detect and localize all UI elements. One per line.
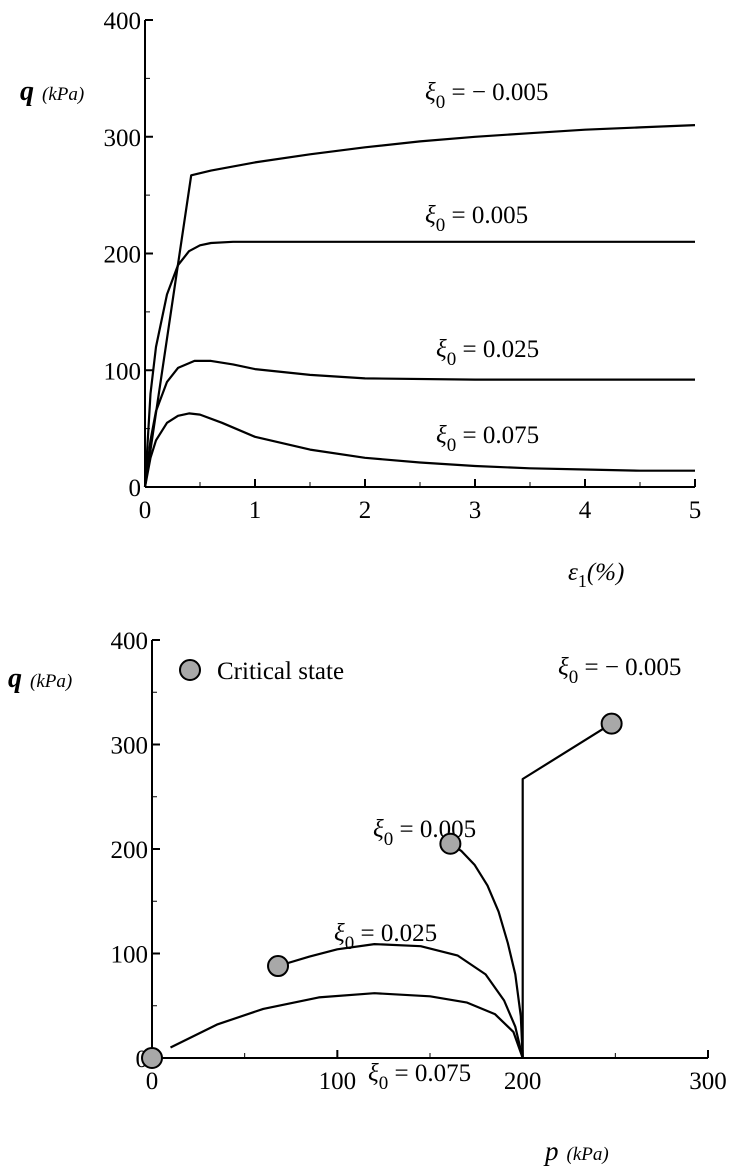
x-axis-label: p (kPa) [543, 1136, 609, 1166]
series-label: ξ0 = 0.025 [436, 336, 539, 370]
x-tick-label: 200 [504, 1068, 542, 1095]
legend-label: Critical state [217, 658, 344, 685]
legend-marker [179, 659, 201, 681]
x-axis-label: ε1(%) [568, 559, 624, 591]
series-line-4 [143, 412, 695, 488]
x-tick-label: 2 [359, 497, 372, 524]
series-label: ξ0 = − 0.005 [558, 654, 681, 688]
series-line-3 [143, 359, 695, 488]
x-tick-label: 0 [146, 1068, 159, 1095]
y-tick-label: 400 [111, 628, 149, 655]
x-tick-label: 4 [579, 497, 592, 524]
series-line-3 [277, 943, 524, 1059]
series-line-2 [143, 240, 695, 488]
y-tick-label: 200 [104, 242, 142, 269]
series-label: ξ0 = 0.075 [368, 1060, 471, 1094]
y-tick-label: 300 [111, 733, 149, 760]
y-tick-label: 100 [111, 942, 149, 969]
series-line-1 [521, 722, 613, 1058]
y-axis-label: q (kPa) [20, 76, 84, 107]
critical-state-point [267, 955, 290, 978]
series-line-1 [143, 124, 696, 488]
series-label: ξ0 = 0.075 [436, 422, 539, 456]
x-tick-label: 5 [689, 497, 702, 524]
critical-state-point [600, 712, 623, 735]
critical-state-point [439, 832, 462, 855]
series-line-2 [449, 842, 524, 1059]
x-tick-label: 3 [469, 497, 482, 524]
series-label: ξ0 = 0.025 [334, 920, 437, 954]
x-tick-label: 300 [689, 1068, 727, 1095]
y-tick-label: 400 [104, 8, 142, 35]
critical-state-point [141, 1047, 163, 1069]
series-label: ξ0 = 0.005 [425, 202, 528, 236]
y-tick-label: 300 [104, 125, 142, 152]
series-label: ξ0 = 0.005 [373, 816, 476, 850]
legend: Critical state [179, 658, 344, 685]
chart-1: 0 1 2 3 4 5 0 100 200 300 400 ξ0 = − 0.005 ξ0 = 0.00… [20, 8, 701, 591]
x-tick-label: 1 [249, 497, 262, 524]
x-tick-label: 100 [319, 1068, 357, 1095]
x-tick-label: 0 [139, 497, 152, 524]
y-tick-label: 200 [111, 837, 149, 864]
y-axis-label: q (kPa) [8, 663, 72, 694]
series-line-4 [170, 992, 524, 1059]
series-label: ξ0 = − 0.005 [425, 79, 548, 113]
y-tick-label: 0 [129, 475, 142, 502]
y-tick-label: 100 [104, 358, 142, 385]
